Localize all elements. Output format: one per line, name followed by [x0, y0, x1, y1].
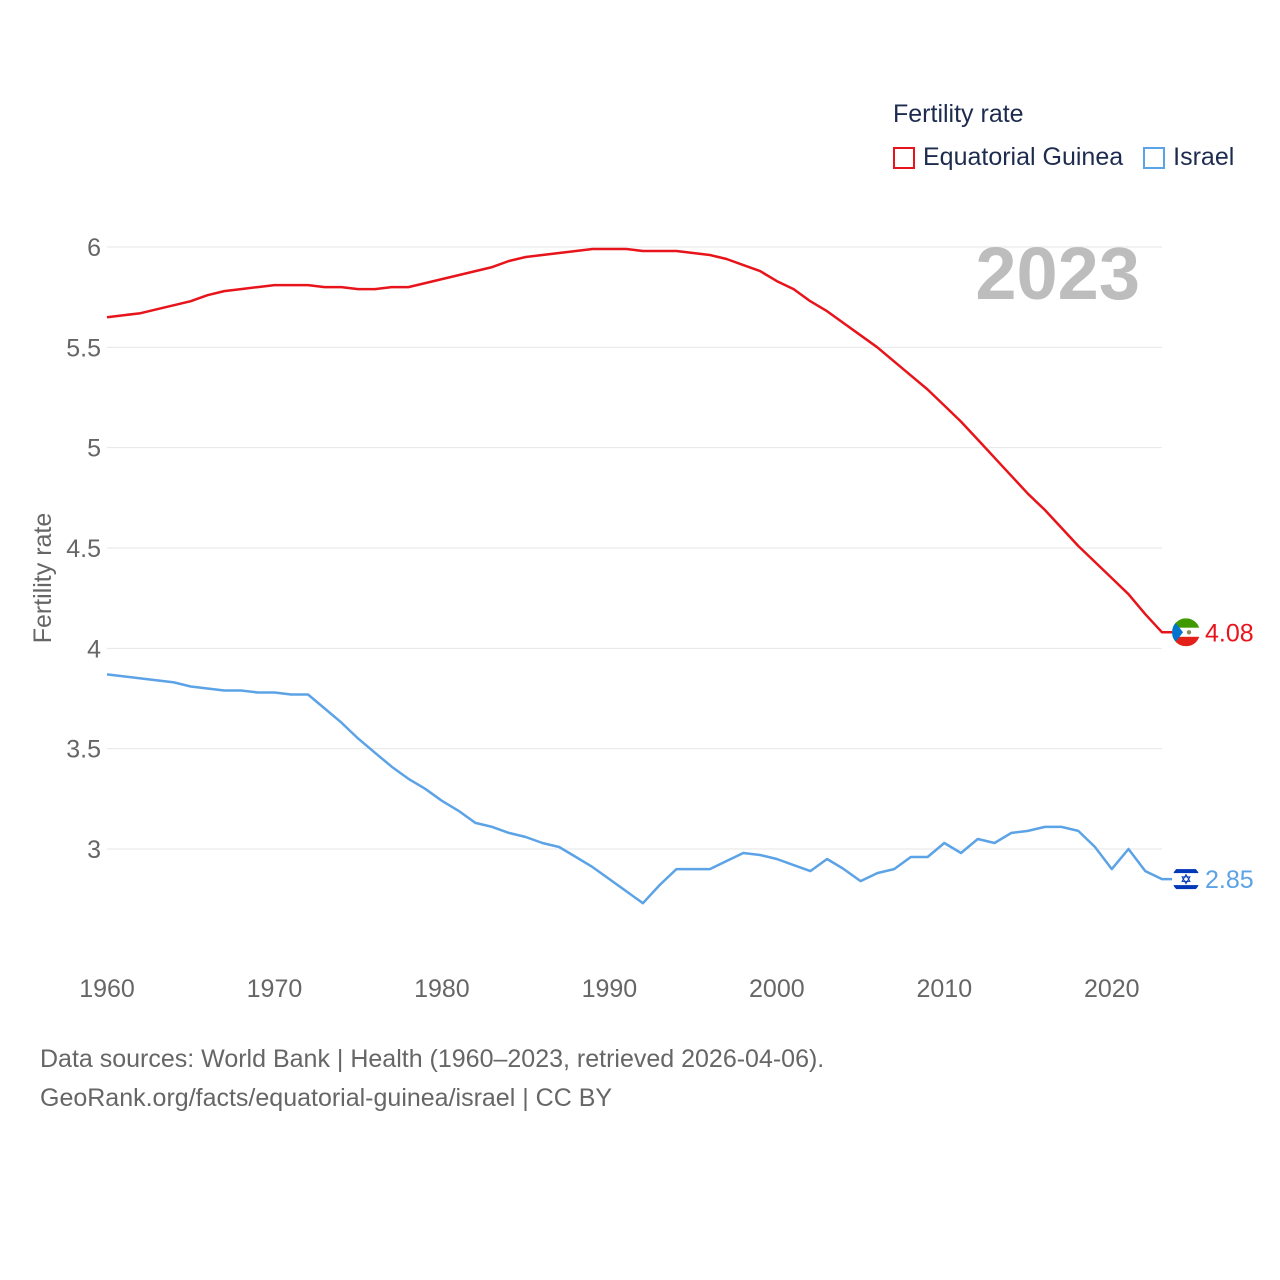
end-value-label-equatorial-guinea: 4.08 [1205, 619, 1254, 647]
legend-title: Fertility rate [893, 100, 1024, 128]
x-tick-label: 1970 [247, 975, 303, 1003]
y-axis-label: Fertility rate [29, 513, 57, 644]
x-tick-label: 1960 [79, 975, 135, 1003]
y-tick-label: 4 [87, 635, 101, 663]
end-markers: 4.08 2.85 [1172, 618, 1254, 894]
x-axis-ticks: 1960 1970 1980 1990 2000 2010 2020 [79, 975, 1139, 1003]
x-tick-label: 1990 [582, 975, 638, 1003]
legend-label-israel: Israel [1173, 143, 1235, 171]
y-tick-label: 3 [87, 836, 101, 864]
footer-sources: Data sources: World Bank | Health (1960–… [40, 1045, 825, 1073]
legend-item-israel[interactable]: Israel [1143, 143, 1234, 172]
flag-icon-israel [1172, 865, 1200, 894]
legend-swatch-israel [1143, 146, 1166, 169]
x-tick-label: 1980 [414, 975, 470, 1003]
series-line-israel [106, 673, 1172, 905]
year-label: 2023 [975, 232, 1140, 315]
x-tick-label: 2020 [1084, 975, 1140, 1003]
grid-lines [107, 246, 1162, 850]
y-tick-label: 5 [87, 435, 101, 463]
legend-item-equatorial-guinea[interactable]: Equatorial Guinea [893, 143, 1123, 172]
footer-link[interactable]: GeoRank.org/facts/equatorial-guinea/isra… [40, 1084, 613, 1112]
flag-icon-equatorial-guinea [1172, 618, 1200, 647]
y-tick-label: 4.5 [66, 535, 101, 563]
legend-label-equatorial-guinea: Equatorial Guinea [923, 143, 1124, 171]
y-axis-ticks: 3 3.5 4 4.5 5 5.5 6 [66, 234, 101, 864]
y-tick-label: 3.5 [66, 736, 101, 764]
end-value-label-israel: 2.85 [1205, 866, 1254, 894]
y-tick-label: 5.5 [66, 334, 101, 362]
legend: Equatorial Guinea Israel [893, 143, 1234, 172]
series-line-equatorial-guinea [106, 247, 1172, 634]
x-tick-label: 2000 [749, 975, 805, 1003]
x-tick-label: 2010 [916, 975, 972, 1003]
series-lines [106, 247, 1172, 905]
y-tick-label: 6 [87, 234, 101, 262]
legend-swatch-equatorial-guinea [893, 146, 915, 169]
